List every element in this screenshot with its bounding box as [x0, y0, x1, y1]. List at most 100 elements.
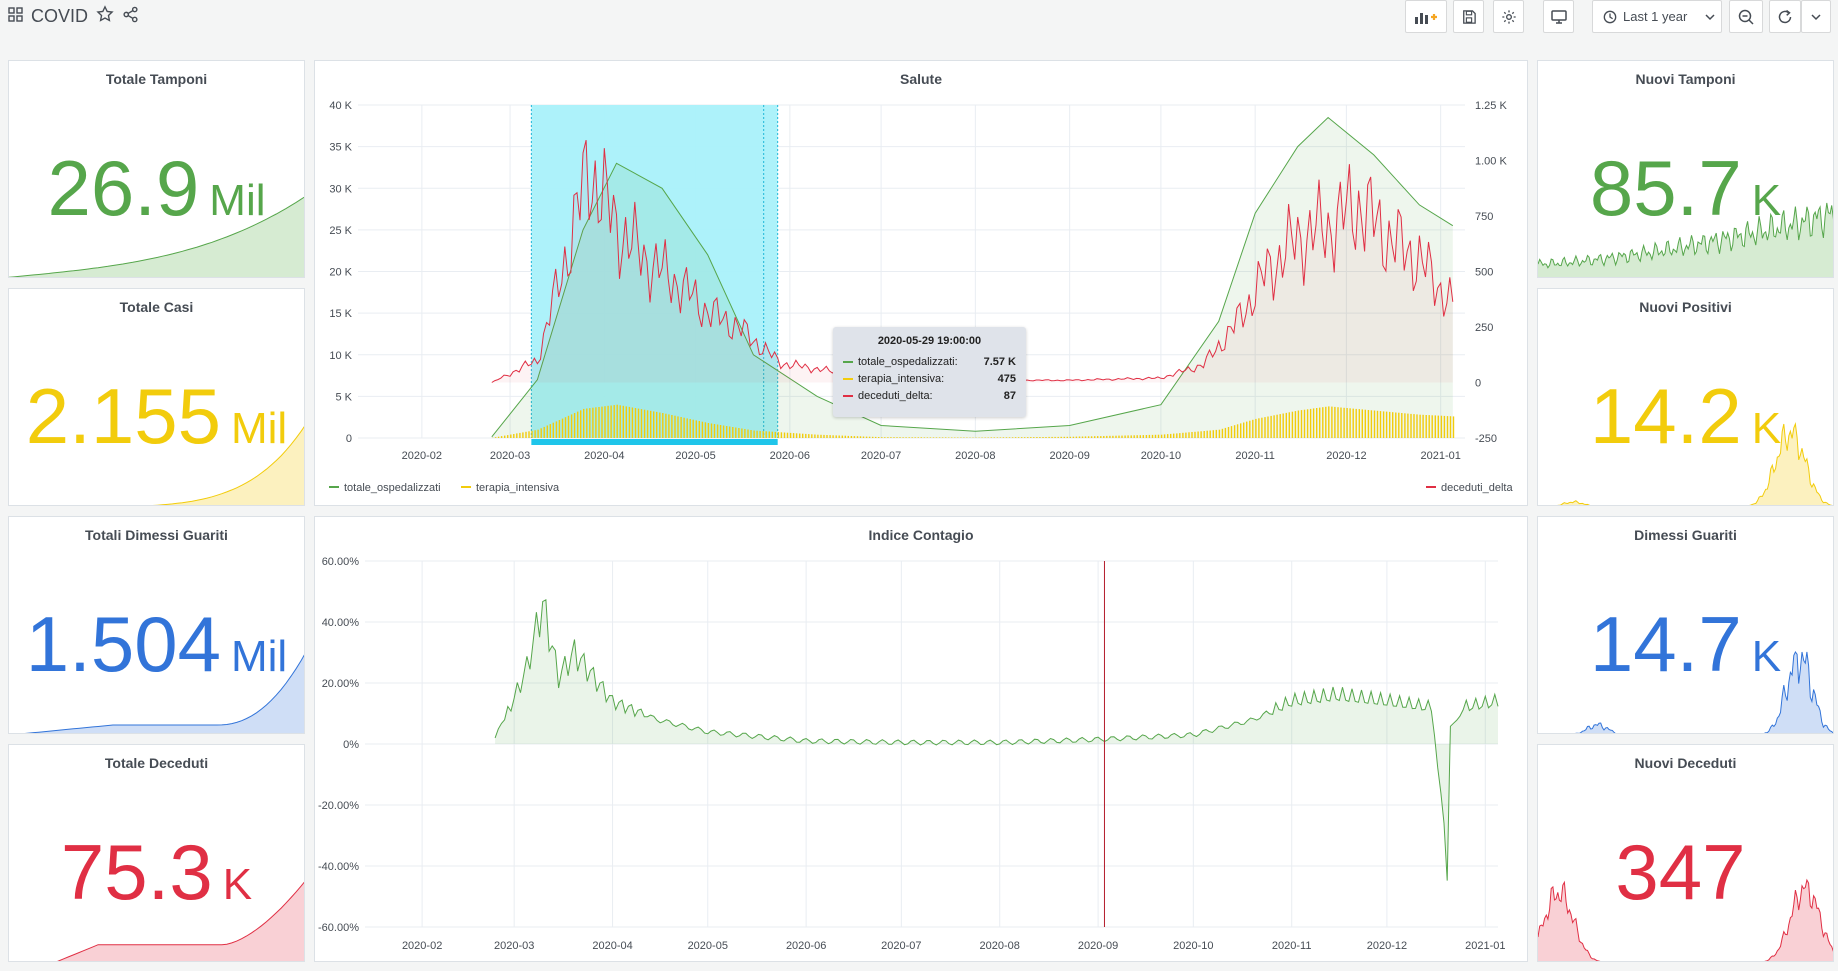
- y-left-tick-label: 30 K: [329, 183, 352, 195]
- share-icon[interactable]: [122, 6, 139, 28]
- bar: [598, 407, 600, 438]
- bar: [786, 432, 789, 438]
- bar: [628, 406, 631, 438]
- bar: [552, 422, 554, 438]
- bar: [1328, 406, 1330, 438]
- bar: [1176, 433, 1178, 438]
- bar: [570, 414, 573, 438]
- panel-title: Totale Casi: [119, 299, 194, 315]
- bar: [1154, 434, 1157, 438]
- stat-panel-dimessi-guariti[interactable]: Dimessi Guariti 14.7 K: [1537, 516, 1834, 734]
- stat-panel-totale-casi[interactable]: Totale Casi 2.155 Mil: [8, 288, 305, 506]
- y-right-tick-label: 0: [1475, 378, 1481, 390]
- bar: [1014, 437, 1017, 438]
- bar: [616, 404, 618, 438]
- bar: [653, 411, 655, 438]
- bar: [1060, 436, 1062, 438]
- bar: [1124, 435, 1126, 438]
- salute-chart[interactable]: 0 5 K 10 K 15 K 20 K 25 K 30 K 35 K 40 K -250 0 250…: [315, 61, 1528, 506]
- series-swatch: [843, 377, 853, 380]
- bar: [1063, 436, 1065, 438]
- stat-panel-totali-dimessi-guariti[interactable]: Totali Dimessi Guariti 1.504 Mil: [8, 516, 305, 734]
- bar: [783, 432, 786, 438]
- bar: [1090, 436, 1093, 438]
- bar: [1194, 431, 1196, 438]
- bar: [1233, 425, 1236, 438]
- bar: [558, 420, 561, 438]
- bar: [1337, 407, 1339, 438]
- stat-panel-nuovi-deceduti[interactable]: Nuovi Deceduti 347: [1537, 744, 1834, 962]
- bar: [911, 437, 913, 438]
- bar: [993, 437, 995, 438]
- bar: [1355, 408, 1357, 438]
- bar: [1051, 436, 1053, 438]
- bar: [1252, 419, 1254, 438]
- stat-panel-totale-tamponi[interactable]: Totale Tamponi 26.9 Mil: [8, 60, 305, 278]
- bar: [802, 433, 804, 438]
- tooltip-time: 2020-05-29 19:00:00: [877, 335, 982, 347]
- bar: [1306, 409, 1309, 438]
- save-dashboard-button[interactable]: [1453, 0, 1484, 33]
- series-area-indice: [495, 599, 1499, 881]
- bar: [1142, 435, 1144, 438]
- bar: [1209, 430, 1211, 438]
- dashboard-title[interactable]: COVID: [31, 6, 89, 26]
- stat-panel-nuovi-tamponi[interactable]: Nuovi Tamponi 85.7 K: [1537, 60, 1834, 278]
- bar: [516, 433, 518, 438]
- bar: [884, 437, 886, 438]
- bar: [1103, 436, 1105, 438]
- bar: [497, 436, 500, 438]
- bar: [1160, 434, 1163, 438]
- star-icon[interactable]: [96, 5, 114, 28]
- dashboard-settings-button[interactable]: [1493, 0, 1524, 33]
- bar: [1084, 436, 1087, 438]
- bar: [668, 414, 670, 438]
- bar: [656, 411, 658, 438]
- bar: [1270, 415, 1272, 438]
- indice-chart[interactable]: 60.00% 40.00% 20.00% 0% -20.00% -40.00% -60.00…: [315, 517, 1528, 962]
- bar: [1188, 432, 1190, 438]
- y-right-tick-label: 250: [1475, 322, 1493, 334]
- bar: [966, 437, 968, 438]
- bar: [1212, 430, 1214, 438]
- bar: [1316, 408, 1318, 438]
- x-tick-label: 2020-08: [955, 450, 995, 462]
- graph-panel-salute[interactable]: Salute 0 5 K 10 K 15 K 20 K 25 K 30 K 35 K 40 K -…: [314, 60, 1528, 506]
- stat-panel-nuovi-positivi[interactable]: Nuovi Positivi 14.2 K: [1537, 288, 1834, 506]
- bar: [522, 432, 524, 438]
- bar: [1045, 437, 1047, 438]
- bar: [610, 405, 612, 438]
- bar: [504, 435, 506, 438]
- y-tick-label: 20.00%: [322, 678, 360, 690]
- bar: [1322, 407, 1324, 438]
- bar: [759, 430, 761, 438]
- refresh-button[interactable]: [1769, 0, 1801, 33]
- bar: [1416, 414, 1418, 438]
- sparkline: [57, 881, 304, 961]
- time-range-picker[interactable]: Last 1 year: [1592, 0, 1722, 33]
- bar: [698, 421, 700, 438]
- chevron-down-icon: [1705, 13, 1715, 20]
- graph-panel-indice-contagio[interactable]: Indice Contagio 60.00% 40.00% 20.00% 0% -20.…: [314, 516, 1528, 962]
- stat-panel-totale-deceduti[interactable]: Totale Deceduti 75.3 K: [8, 744, 305, 962]
- bar: [1227, 427, 1230, 438]
- bar: [567, 415, 570, 438]
- tv-mode-button[interactable]: [1543, 0, 1574, 33]
- zoom-out-button[interactable]: [1729, 0, 1763, 33]
- bar: [1024, 437, 1026, 438]
- x-tick-label: 2020-04: [584, 450, 624, 462]
- bar: [528, 431, 530, 438]
- bar: [662, 413, 664, 438]
- bar: [1094, 436, 1096, 438]
- bar: [1005, 437, 1008, 438]
- bar: [1261, 417, 1263, 438]
- bar: [1358, 409, 1360, 438]
- panel-title: Totale Deceduti: [104, 755, 209, 771]
- refresh-interval-button[interactable]: [1801, 0, 1831, 33]
- bar: [1057, 436, 1059, 438]
- bar: [1392, 412, 1394, 438]
- add-panel-button[interactable]: [1405, 0, 1447, 33]
- bar: [1434, 415, 1436, 438]
- bar: [500, 436, 503, 438]
- dashboard-grid-icon[interactable]: [8, 6, 23, 27]
